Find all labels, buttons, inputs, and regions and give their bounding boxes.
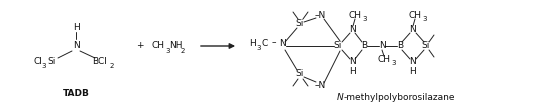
Text: H: H (408, 67, 416, 77)
Text: 2: 2 (181, 48, 186, 54)
Text: CH: CH (152, 41, 165, 51)
Text: N: N (337, 92, 343, 102)
Text: Cl: Cl (33, 56, 43, 66)
Text: 3: 3 (41, 63, 46, 69)
Text: 3: 3 (165, 48, 169, 54)
Text: –N: –N (314, 82, 325, 90)
Text: Si: Si (422, 41, 430, 51)
Text: CH: CH (377, 54, 390, 64)
Text: N: N (278, 38, 286, 48)
Text: –N: –N (314, 12, 325, 20)
Text: N: N (408, 58, 416, 66)
Text: NH: NH (169, 41, 182, 51)
Text: Si: Si (48, 56, 56, 66)
Text: 3: 3 (391, 60, 396, 66)
Text: Si: Si (296, 19, 304, 27)
Text: 3: 3 (257, 45, 261, 51)
Text: N: N (408, 25, 416, 35)
Text: 2: 2 (110, 63, 114, 69)
Text: N: N (73, 41, 79, 51)
Text: B: B (397, 41, 403, 51)
Text: B: B (361, 41, 367, 51)
Text: Si: Si (334, 41, 342, 51)
Text: 3: 3 (363, 16, 367, 22)
Text: N: N (349, 25, 355, 35)
Text: N: N (378, 41, 385, 51)
Text: BCl: BCl (93, 56, 108, 66)
Text: H: H (349, 67, 355, 77)
Text: H: H (73, 24, 79, 32)
Text: H: H (250, 38, 257, 48)
Text: C: C (262, 38, 268, 48)
Text: Si: Si (296, 69, 304, 79)
Text: N: N (349, 58, 355, 66)
Text: CH: CH (348, 11, 361, 20)
Text: 3: 3 (423, 16, 428, 22)
Text: +: + (136, 41, 144, 51)
Text: –: – (272, 38, 276, 48)
Text: TADB: TADB (63, 90, 90, 98)
Text: CH: CH (408, 11, 422, 20)
Text: -methylpolyborosilazane: -methylpolyborosilazane (344, 92, 455, 102)
